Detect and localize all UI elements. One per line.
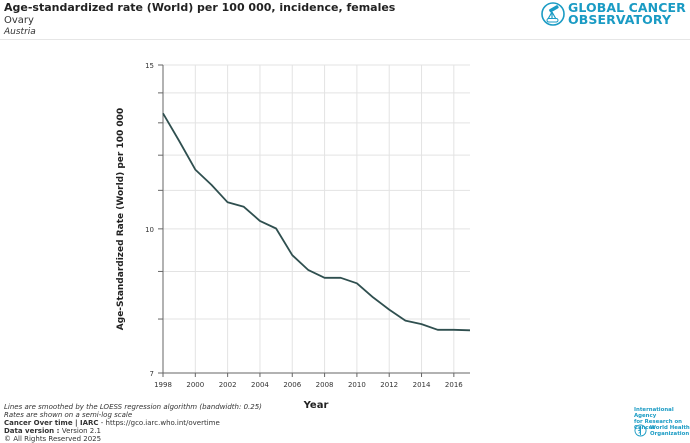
source-url[interactable]: - https://gco.iarc.who.int/overtime [98, 419, 220, 427]
data-version: Data version : Version 2.1 [4, 427, 262, 435]
x-tick-label: 2006 [283, 381, 301, 389]
who-logo: World Health Organization [634, 424, 690, 437]
logo-line-2: OBSERVATORY [568, 12, 672, 27]
x-tick-label: 2000 [186, 381, 204, 389]
x-tick-label: 2012 [380, 381, 398, 389]
gco-logo: GLOBAL CANCER OBSERVATORY [541, 0, 686, 27]
x-axis-label: Year [303, 400, 329, 411]
x-tick-label: 2002 [219, 381, 237, 389]
source-line: Cancer Over time | IARC - https://gco.ia… [4, 419, 262, 427]
x-tick-label: 2008 [316, 381, 334, 389]
loess-note: Lines are smoothed by the LOESS regressi… [4, 403, 262, 411]
x-tick-label: 2010 [348, 381, 366, 389]
population-name: Austria [4, 27, 36, 37]
chart-title: Age-standardized rate (World) per 100 00… [4, 1, 396, 14]
who-emblem-icon [634, 424, 647, 437]
y-tick-label: 7 [150, 370, 154, 378]
logo-line-1: GLOBAL CANCER [568, 0, 686, 15]
x-tick-label: 2004 [251, 381, 269, 389]
gridlines [162, 64, 470, 374]
semilog-note: Rates are shown on a semi-log scale [4, 411, 133, 419]
axes: 1998 2000 2002 2004 2006 2008 2010 2012 2014 2016… [145, 62, 470, 389]
telescope-icon [541, 2, 565, 26]
data-version-label: Data version : [4, 427, 62, 435]
x-tick-label: 2014 [413, 381, 431, 389]
y-tick-label: 10 [145, 226, 154, 234]
cancer-site: Ovary [4, 15, 34, 26]
data-version-value: Version 2.1 [61, 427, 101, 435]
source-name: Cancer Over time | IARC [4, 419, 99, 427]
x-tick-label: 2016 [445, 381, 463, 389]
x-tick-label: 1998 [154, 381, 172, 389]
series-lines [162, 112, 471, 332]
y-axis-label: Age-Standardized Rate (World) per 100 00… [116, 108, 126, 330]
series-line-austria [162, 112, 471, 332]
iarc-logo: International Agency for Research on Can… [634, 407, 690, 431]
iarc-line-2: for Research on Cancer [634, 419, 683, 431]
copyright: © All Rights Reserved 2025 [4, 435, 102, 443]
header-divider [0, 39, 690, 40]
y-tick-label: 15 [145, 62, 154, 70]
who-line-2: Organization [650, 430, 690, 437]
who-line-1: World Health [650, 424, 690, 431]
chart-footnotes: Lines are smoothed by the LOESS regressi… [4, 403, 262, 443]
iarc-line-1: International Agency [634, 407, 674, 419]
